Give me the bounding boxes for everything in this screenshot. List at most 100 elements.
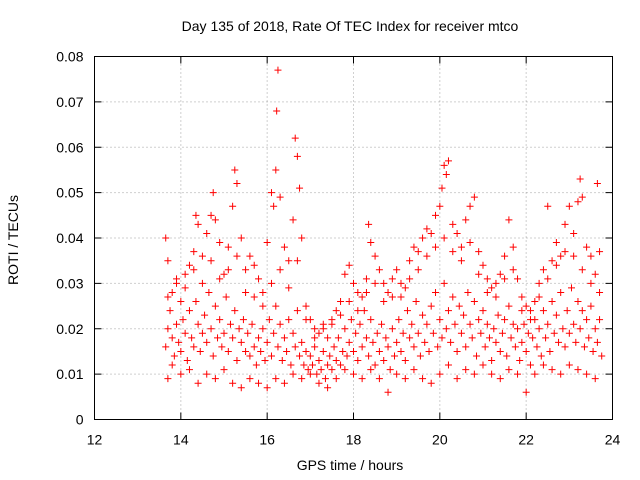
data-point — [203, 338, 211, 346]
data-point — [291, 343, 299, 351]
data-point — [285, 284, 293, 292]
data-point — [427, 229, 435, 237]
data-point — [470, 193, 478, 201]
data-point — [380, 279, 388, 287]
data-point — [347, 316, 355, 324]
data-point — [201, 311, 209, 319]
data-point — [317, 366, 325, 374]
data-point — [214, 334, 222, 342]
y-tick-label: 0.05 — [56, 185, 83, 201]
data-point — [166, 307, 174, 315]
data-point — [522, 302, 530, 310]
data-point — [436, 202, 444, 210]
data-point — [432, 288, 440, 296]
data-point — [436, 316, 444, 324]
data-point — [311, 343, 319, 351]
data-point — [481, 343, 489, 351]
data-point — [276, 266, 284, 274]
data-point — [565, 361, 573, 369]
y-tick-label: 0.06 — [56, 139, 83, 155]
data-point — [552, 261, 560, 269]
data-point — [315, 357, 323, 365]
data-point — [192, 298, 200, 306]
data-point — [473, 352, 481, 360]
data-point — [388, 293, 396, 301]
data-point — [397, 293, 405, 301]
data-point — [578, 193, 586, 201]
data-point — [311, 325, 319, 333]
data-point — [578, 266, 586, 274]
data-point — [522, 388, 530, 396]
data-point — [419, 311, 427, 319]
data-point — [561, 248, 569, 256]
data-point — [552, 239, 560, 247]
chart-title: Day 135 of 2018, Rate Of TEC Index for r… — [182, 18, 519, 34]
data-point — [462, 343, 470, 351]
data-point — [345, 338, 353, 346]
data-point — [470, 298, 478, 306]
data-point — [330, 343, 338, 351]
data-point — [388, 275, 396, 283]
data-point — [423, 252, 431, 260]
data-point — [397, 347, 405, 355]
data-point — [190, 248, 198, 256]
y-tick-label: 0.08 — [56, 49, 83, 65]
data-point — [587, 279, 595, 287]
y-tick-labels: 0 0.01 0.02 0.03 0.04 0.05 0.06 0.07 0.08 — [56, 49, 83, 428]
data-point — [229, 334, 237, 342]
data-point — [298, 338, 306, 346]
data-point — [485, 334, 493, 342]
data-point — [462, 366, 470, 374]
data-point — [406, 257, 414, 265]
data-point — [427, 379, 435, 387]
data-point — [444, 307, 452, 315]
data-point — [447, 338, 455, 346]
data-point — [384, 288, 392, 296]
data-point — [518, 293, 526, 301]
data-point — [593, 338, 601, 346]
data-point — [162, 234, 170, 242]
data-point — [427, 302, 435, 310]
data-point — [414, 266, 422, 274]
data-point — [229, 202, 237, 210]
data-point — [576, 175, 584, 183]
data-point — [522, 347, 530, 355]
data-point — [216, 316, 224, 324]
data-point — [341, 325, 349, 333]
data-point — [583, 243, 591, 251]
data-point — [365, 220, 373, 228]
data-point — [224, 266, 232, 274]
data-point — [511, 343, 519, 351]
data-point — [273, 107, 281, 115]
data-point — [559, 325, 567, 333]
data-point — [375, 266, 383, 274]
y-tick-label: 0.03 — [56, 275, 83, 291]
data-point — [306, 370, 314, 378]
data-point — [563, 307, 571, 315]
data-point — [574, 198, 582, 206]
data-point — [561, 343, 569, 351]
data-point — [233, 180, 241, 188]
data-point — [529, 334, 537, 342]
data-point — [360, 307, 368, 315]
data-point — [319, 347, 327, 355]
data-point — [561, 220, 569, 228]
data-point — [572, 338, 580, 346]
data-point — [544, 275, 552, 283]
data-point — [408, 320, 416, 328]
data-point — [488, 357, 496, 365]
data-point — [570, 252, 578, 260]
data-point — [401, 375, 409, 383]
data-point — [453, 375, 461, 383]
x-tick-labels: 12 14 16 18 20 22 24 — [87, 432, 621, 448]
data-point — [526, 307, 534, 315]
data-point — [457, 329, 465, 337]
data-point — [591, 375, 599, 383]
data-point — [593, 180, 601, 188]
data-point — [406, 275, 414, 283]
data-point — [466, 239, 474, 247]
data-point — [475, 270, 483, 278]
data-point — [399, 329, 407, 337]
data-point — [466, 202, 474, 210]
data-point — [587, 302, 595, 310]
